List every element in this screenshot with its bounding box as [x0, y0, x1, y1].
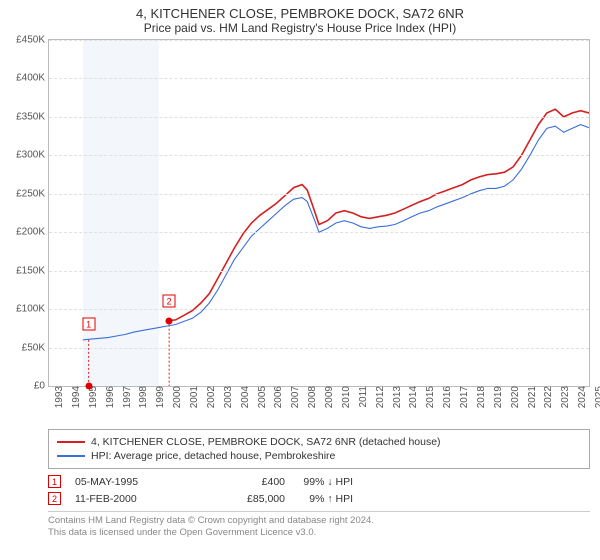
legend-label: HPI: Average price, detached house, Pemb…: [91, 450, 335, 462]
x-tick-label: 1997: [120, 386, 133, 408]
gridline: [49, 309, 589, 310]
x-tick-label: 2006: [271, 386, 284, 408]
x-tick-label: 2011: [356, 386, 369, 408]
gridline: [49, 155, 589, 156]
gridline: [49, 232, 589, 233]
y-tick-label: £50K: [22, 342, 49, 353]
x-tick-label: 2009: [322, 386, 335, 408]
x-tick-label: 2012: [373, 386, 386, 408]
y-tick-label: £300K: [16, 150, 49, 161]
x-tick-label: 2000: [170, 386, 183, 408]
sale-row: 2 11-FEB-2000£85,0009% ↑ HPI: [48, 490, 590, 507]
y-tick-label: £250K: [16, 188, 49, 199]
gridline: [49, 271, 589, 272]
sale-row-date: 05-MAY-1995: [75, 476, 205, 488]
y-tick-label: £150K: [16, 265, 49, 276]
plot-area: £0£50K£100K£150K£200K£250K£300K£350K£400…: [48, 39, 590, 387]
x-tick-label: 1994: [69, 386, 82, 408]
sale-row-pct: 99% ↓ HPI: [285, 476, 353, 488]
x-tick-label: 2002: [204, 386, 217, 408]
sale-row-pct: 9% ↑ HPI: [285, 493, 353, 505]
x-tick-label: 2005: [255, 386, 268, 408]
x-tick-label: 2016: [440, 386, 453, 408]
sale-row: 1 05-MAY-1995£40099% ↓ HPI: [48, 473, 590, 490]
x-tick-label: 2022: [541, 386, 554, 408]
gridline: [49, 78, 589, 79]
gridline: [49, 348, 589, 349]
sale-row-date: 11-FEB-2000: [75, 493, 205, 505]
y-tick-label: £100K: [16, 304, 49, 315]
sale-marker-label: 1: [82, 318, 95, 331]
x-tick-label: 1998: [136, 386, 149, 408]
x-tick-label: 2015: [423, 386, 436, 408]
chart-subtitle: Price paid vs. HM Land Registry's House …: [0, 21, 600, 39]
y-tick-label: £350K: [16, 111, 49, 122]
gridline: [49, 194, 589, 195]
sales-table: 1 05-MAY-1995£40099% ↓ HPI 2 11-FEB-2000£85…: [48, 473, 590, 507]
y-tick-label: £0: [34, 381, 49, 392]
legend-box: 4, KITCHENER CLOSE, PEMBROKE DOCK, SA72 …: [48, 429, 590, 469]
x-tick-label: 1995: [86, 386, 99, 408]
chart-title: 4, KITCHENER CLOSE, PEMBROKE DOCK, SA72 …: [0, 0, 600, 21]
line-series-svg: [49, 40, 589, 386]
sale-row-marker: 2: [48, 492, 61, 505]
footer-line: This data is licensed under the Open Gov…: [48, 527, 590, 539]
sale-marker-dot: [85, 382, 92, 389]
x-tick-label: 2010: [339, 386, 352, 408]
legend-row: HPI: Average price, detached house, Pemb…: [57, 449, 581, 463]
y-tick-label: £450K: [16, 35, 49, 46]
x-tick-label: 2014: [406, 386, 419, 408]
sale-marker-label: 2: [163, 295, 176, 308]
x-tick-label: 2018: [474, 386, 487, 408]
series-line-property_price: [169, 109, 589, 320]
legend-label: 4, KITCHENER CLOSE, PEMBROKE DOCK, SA72 …: [91, 436, 441, 448]
x-tick-label: 2023: [558, 386, 571, 408]
x-tick-label: 2013: [390, 386, 403, 408]
gridline: [49, 40, 589, 41]
x-tick-label: 2008: [305, 386, 318, 408]
sale-marker-dot: [166, 317, 173, 324]
legend-swatch: [57, 455, 85, 457]
x-tick-label: 1999: [153, 386, 166, 408]
chart-container: 4, KITCHENER CLOSE, PEMBROKE DOCK, SA72 …: [0, 0, 600, 560]
legend-row: 4, KITCHENER CLOSE, PEMBROKE DOCK, SA72 …: [57, 435, 581, 449]
x-tick-label: 2020: [508, 386, 521, 408]
footer-attribution: Contains HM Land Registry data © Crown c…: [48, 511, 590, 540]
sale-row-price: £400: [205, 476, 285, 488]
x-tick-label: 2019: [491, 386, 504, 408]
x-tick-label: 1996: [103, 386, 116, 408]
footer-line: Contains HM Land Registry data © Crown c…: [48, 515, 590, 527]
x-tick-label: 2024: [575, 386, 588, 408]
y-tick-label: £200K: [16, 227, 49, 238]
x-tick-label: 2007: [288, 386, 301, 408]
x-tick-label: 2004: [238, 386, 251, 408]
x-tick-label: 2017: [457, 386, 470, 408]
x-tick-label: 1993: [52, 386, 65, 408]
sale-row-price: £85,000: [205, 493, 285, 505]
sale-row-marker: 1: [48, 475, 61, 488]
x-tick-label: 2021: [525, 386, 538, 408]
x-tick-label: 2003: [221, 386, 234, 408]
gridline: [49, 117, 589, 118]
legend-swatch: [57, 441, 85, 443]
x-tick-label: 2025: [592, 386, 600, 408]
x-tick-label: 2001: [187, 386, 200, 408]
y-tick-label: £400K: [16, 73, 49, 84]
